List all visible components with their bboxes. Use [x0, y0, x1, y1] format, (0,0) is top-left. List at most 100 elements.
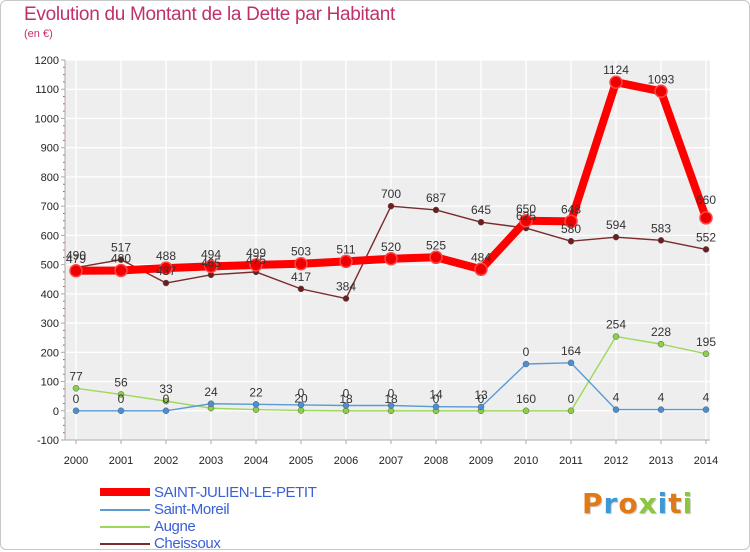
data-label-1: 4	[703, 391, 710, 405]
data-point-0	[69, 264, 83, 278]
x-tick-label: 2006	[334, 455, 358, 467]
data-label-2: 195	[696, 335, 716, 349]
y-tick-label: 500	[41, 260, 59, 272]
y-tick-label: 0	[53, 406, 59, 418]
data-point-1	[567, 359, 575, 367]
data-point-2	[702, 350, 710, 358]
y-tick-label: 1000	[35, 113, 59, 125]
data-label-2: 33	[159, 382, 173, 396]
data-label-3: 465	[201, 256, 221, 270]
data-label-3: 517	[111, 241, 131, 255]
data-point-2	[117, 391, 125, 398]
data-point-1	[477, 403, 485, 411]
data-label-0: 660	[696, 193, 716, 207]
y-tick-label: 100	[41, 377, 59, 389]
y-tick-label: -100	[37, 435, 59, 447]
data-label-2: 160	[516, 392, 536, 406]
data-point-3	[162, 279, 170, 287]
x-tick-label: 2009	[469, 455, 493, 467]
data-point-0	[519, 214, 533, 228]
y-tick-label: 900	[41, 143, 59, 155]
data-point-0	[654, 84, 668, 99]
x-tick-label: 2011	[559, 455, 583, 467]
data-label-1: 14	[429, 388, 443, 402]
x-tick-label: 2008	[424, 455, 448, 467]
data-point-2	[297, 407, 305, 414]
data-label-1: 22	[249, 385, 263, 399]
data-label-1: 4	[658, 391, 665, 405]
x-tick-label: 2000	[64, 455, 88, 467]
data-point-3	[117, 256, 125, 263]
data-label-3: 700	[381, 187, 401, 201]
data-label-3: 594	[606, 218, 626, 232]
data-label-0: 480	[111, 251, 131, 265]
data-label-2: 56	[114, 375, 128, 389]
data-point-2	[72, 385, 80, 392]
data-point-0	[699, 211, 713, 225]
data-point-2	[612, 333, 620, 340]
data-label-2: 77	[69, 369, 83, 383]
data-point-3	[567, 237, 575, 245]
data-label-2: 0	[568, 392, 575, 406]
y-tick-label: 400	[41, 289, 59, 301]
data-point-0	[474, 262, 488, 277]
chart-subtitle: (en €)	[24, 28, 53, 40]
x-tick-label: 2005	[289, 455, 313, 467]
data-label-3: 583	[651, 221, 671, 235]
y-tick-label: 700	[41, 201, 59, 213]
y-tick-label: 800	[41, 172, 59, 184]
data-label-0: 484	[471, 250, 491, 264]
proxiti-logo: Proxiti	[582, 487, 694, 520]
data-label-2: 20	[294, 391, 308, 405]
y-tick-label: 1100	[35, 84, 59, 96]
data-point-1	[612, 406, 620, 413]
data-point-0	[564, 214, 578, 229]
data-point-1	[702, 406, 710, 413]
data-point-1	[657, 406, 665, 413]
data-point-0	[339, 254, 353, 269]
legend-label-augne: Augne	[154, 518, 196, 535]
data-point-0	[249, 258, 263, 272]
data-label-1: 0	[298, 386, 305, 400]
data-label-1: 4	[613, 391, 620, 405]
x-tick-label: 2013	[649, 455, 673, 467]
data-point-1	[207, 400, 215, 408]
data-label-2: 18	[339, 392, 353, 406]
data-point-2	[657, 340, 665, 348]
data-label-1: 164	[561, 344, 581, 358]
data-point-2	[567, 407, 575, 415]
data-label-2: 228	[651, 325, 671, 339]
x-tick-label: 2012	[604, 455, 628, 467]
data-point-3	[702, 246, 710, 253]
data-label-3: 384	[336, 280, 356, 294]
data-label-0: 650	[516, 202, 536, 216]
data-label-1: 24	[204, 385, 218, 399]
data-point-1	[522, 360, 530, 368]
data-point-3	[342, 295, 350, 302]
data-label-1: 0	[118, 392, 125, 406]
data-label-0: 503	[291, 245, 311, 259]
data-point-1	[342, 402, 350, 409]
data-label-0: 1093	[648, 72, 675, 86]
data-label-0: 479	[66, 252, 86, 266]
data-point-3	[387, 202, 395, 210]
data-label-3: 475	[246, 253, 266, 267]
y-tick-label: 200	[41, 347, 59, 359]
data-label-1: 0	[163, 392, 170, 406]
data-point-3	[432, 206, 440, 214]
data-label-0: 520	[381, 240, 401, 254]
data-label-3: 437	[156, 264, 176, 278]
data-point-2	[522, 407, 530, 415]
data-point-1	[252, 401, 260, 408]
x-tick-label: 2002	[154, 455, 178, 467]
x-tick-label: 2003	[199, 455, 223, 467]
data-label-0: 488	[156, 249, 176, 263]
data-point-0	[204, 259, 218, 274]
x-tick-label: 2010	[514, 455, 538, 467]
legend-swatch-saint-moreil	[100, 509, 150, 511]
y-tick-label: 1200	[35, 55, 59, 67]
data-point-0	[159, 261, 173, 275]
legend-label-saint-julien: SAINT-JULIEN-LE-PETIT	[154, 484, 317, 501]
data-label-0: 648	[561, 202, 581, 216]
data-label-3: 552	[696, 230, 716, 244]
